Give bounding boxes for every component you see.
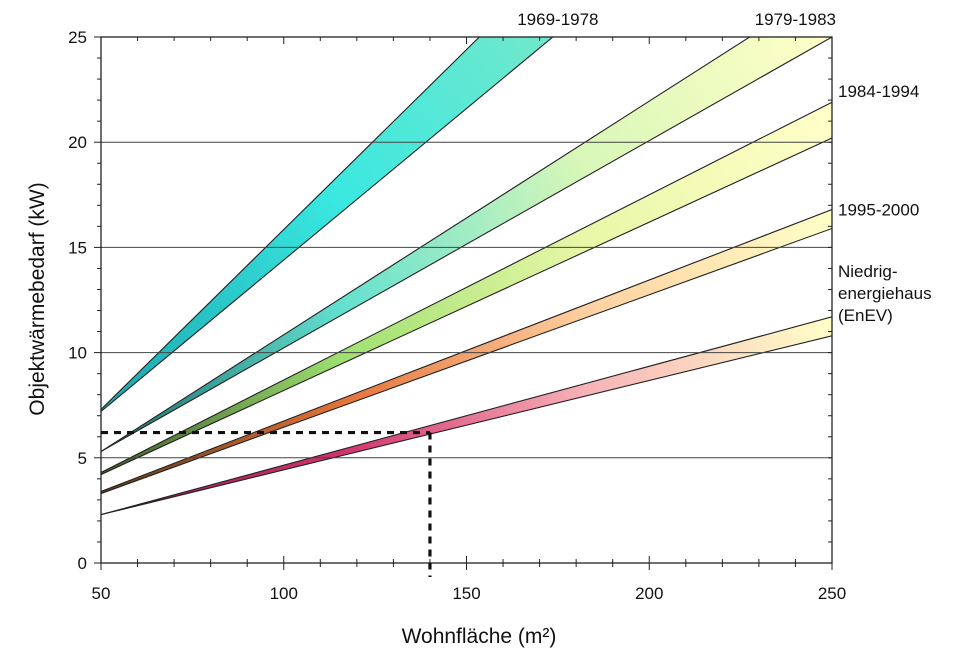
band-label: 1984-1994 xyxy=(838,82,919,101)
chart-axes: 0 5 10 15 20 25 50 100 150 200 250 xyxy=(68,28,846,603)
band-lower-edge xyxy=(101,335,832,516)
y-tick-label: 25 xyxy=(68,28,87,47)
band-lower-edge xyxy=(101,137,832,476)
chart-grid xyxy=(101,141,832,459)
y-tick-label: 0 xyxy=(78,554,87,573)
x-tick-label: 150 xyxy=(452,584,480,603)
band-label-line: 1995-2000 xyxy=(838,201,919,220)
y-tick-label: 20 xyxy=(68,133,87,152)
band-label-line: 1969-1978 xyxy=(517,10,598,29)
band-upper-edge xyxy=(101,101,832,474)
band-label-line: 1984-1994 xyxy=(838,82,919,101)
band-lower-edge xyxy=(101,227,832,495)
band-label: 1995-2000 xyxy=(838,201,919,220)
chart-labels: Niedrig-energiehaus (EnEV) 1995-2000 1984-1… xyxy=(517,10,931,325)
band-label: 1969-1978 xyxy=(517,10,598,29)
band-upper-edge xyxy=(101,37,481,410)
band-label: Niedrig-energiehaus (EnEV) xyxy=(838,262,932,325)
x-axis-title: Wohnfläche (m²) xyxy=(402,625,557,648)
y-axis-title: Objektwärmebedarf (kW) xyxy=(26,182,49,415)
x-tick-label: 50 xyxy=(92,584,111,603)
x-tick-label: 100 xyxy=(270,584,298,603)
band-label-line: (EnEV) xyxy=(838,306,893,325)
band-lower-edge xyxy=(101,37,554,412)
band-upper-edge xyxy=(101,209,832,492)
y-tick-label: 5 xyxy=(78,449,87,468)
band-label-line: energiehaus xyxy=(838,284,932,303)
y-tick-label: 15 xyxy=(68,238,87,257)
chart-bands xyxy=(101,37,832,516)
band-upper-edge xyxy=(101,37,751,452)
band-lower-edge xyxy=(101,37,832,452)
x-tick-label: 250 xyxy=(818,584,846,603)
band-upper-edge xyxy=(101,316,832,516)
band-label-line: 1979-1983 xyxy=(755,10,836,29)
band-label-line: Niedrig- xyxy=(838,262,898,281)
x-tick-label: 200 xyxy=(635,584,663,603)
band-label: 1979-1983 xyxy=(755,10,836,29)
y-tick-label: 10 xyxy=(68,344,87,363)
reference-marker xyxy=(101,430,432,577)
